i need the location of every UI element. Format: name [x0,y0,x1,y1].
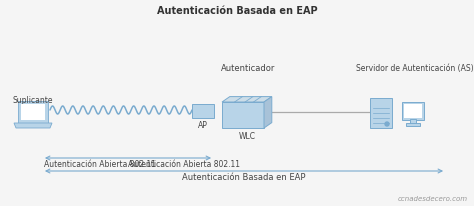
Polygon shape [14,123,52,128]
Text: Autenticación Basada en EAP: Autenticación Basada en EAP [182,173,306,182]
FancyBboxPatch shape [21,104,45,120]
Polygon shape [264,97,272,128]
FancyBboxPatch shape [370,98,392,128]
Polygon shape [222,102,264,128]
FancyBboxPatch shape [410,119,416,124]
FancyBboxPatch shape [192,104,214,118]
Text: Servidor de Autenticación (AS): Servidor de Autenticación (AS) [356,64,474,73]
Text: Autenticación Basada en EAP: Autenticación Basada en EAP [157,6,317,16]
Text: WLC: WLC [238,132,255,141]
Text: Autenticación Abierta 802.11: Autenticación Abierta 802.11 [128,160,240,169]
Circle shape [385,122,389,126]
FancyBboxPatch shape [406,123,420,126]
Text: ccnadesdecero.com: ccnadesdecero.com [398,196,468,202]
Text: Autenticación Abierta 802.11: Autenticación Abierta 802.11 [44,160,156,169]
Text: AP: AP [198,121,208,130]
Text: Suplicante: Suplicante [13,96,53,105]
FancyBboxPatch shape [404,104,422,118]
FancyBboxPatch shape [18,101,48,123]
Polygon shape [222,97,272,102]
Text: Autenticador: Autenticador [221,64,275,73]
FancyBboxPatch shape [402,102,424,120]
